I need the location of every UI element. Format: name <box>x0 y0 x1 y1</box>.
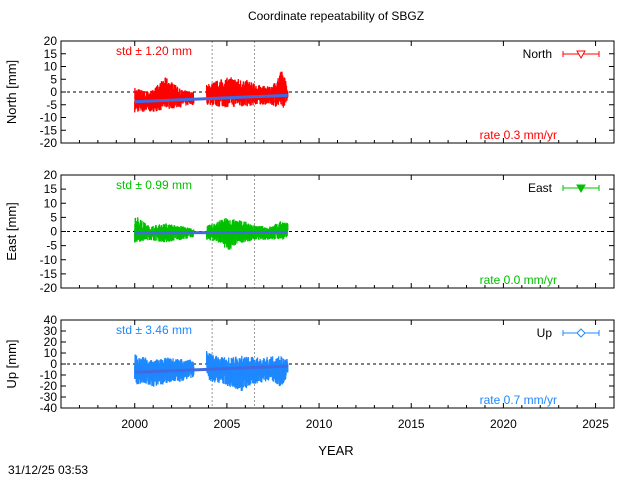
y-tick-label: 10 <box>44 196 58 210</box>
x-tick-label: 2020 <box>490 417 517 431</box>
legend-marker-diamond-icon <box>576 328 586 338</box>
y-tick-label: -40 <box>40 401 58 415</box>
y-tick-label: 30 <box>44 324 58 338</box>
plot-frame <box>60 174 615 289</box>
y-tick-label: 10 <box>44 60 58 74</box>
std-annotation: std ± 3.46 mm <box>116 323 192 337</box>
y-tick-label: -10 <box>40 368 58 382</box>
legend-label: North <box>523 47 552 61</box>
x-tick-label: 2000 <box>121 417 148 431</box>
y-tick-label: -30 <box>40 390 58 404</box>
y-tick-label: 15 <box>44 47 58 61</box>
plot-frame <box>60 319 615 409</box>
y-tick-label: -15 <box>40 267 58 281</box>
y-axis-label: North [mm] <box>4 60 19 124</box>
y-tick-label: 5 <box>50 210 57 224</box>
y-tick-label: 20 <box>44 168 58 182</box>
y-axis-label: East [mm] <box>4 202 19 261</box>
x-axis-label: YEAR <box>318 443 353 458</box>
y-tick-label: -20 <box>40 379 58 393</box>
legend-marker-triangle-icon <box>576 50 586 60</box>
y-tick-label: -20 <box>40 281 58 295</box>
y-tick-label: 10 <box>44 346 58 360</box>
chart-title: Coordinate repeatability of SBGZ <box>248 9 424 23</box>
trend-line <box>134 93 288 104</box>
y-tick-label: 0 <box>50 85 57 99</box>
y-tick-label: 40 <box>44 313 58 327</box>
x-tick-label: 2005 <box>214 417 241 431</box>
y-tick-label: 20 <box>44 34 58 48</box>
std-annotation: std ± 1.20 mm <box>116 44 192 58</box>
y-axis-label: Up [mm] <box>4 339 19 388</box>
legend-label: East <box>528 181 553 195</box>
legend-marker-triangle-icon <box>576 184 586 194</box>
y-tick-label: -10 <box>40 253 58 267</box>
y-tick-label: -10 <box>40 111 58 125</box>
plot-frame <box>60 40 615 144</box>
rate-annotation: rate 0.7 mm/yr <box>480 393 557 407</box>
legend-label: Up <box>537 326 553 340</box>
y-tick-label: -5 <box>46 239 57 253</box>
y-tick-label: 5 <box>50 72 57 86</box>
trend-line <box>134 230 288 235</box>
y-tick-label: 0 <box>50 225 57 239</box>
x-tick-label: 2010 <box>306 417 333 431</box>
timestamp: 31/12/25 03:53 <box>8 463 88 477</box>
x-tick-label: 2015 <box>398 417 425 431</box>
y-tick-label: 20 <box>44 335 58 349</box>
std-annotation: std ± 0.99 mm <box>116 178 192 192</box>
y-tick-label: -15 <box>40 123 58 137</box>
y-tick-label: -20 <box>40 136 58 150</box>
y-tick-label: -5 <box>46 98 57 112</box>
rate-annotation: rate 0.0 mm/yr <box>480 273 557 287</box>
x-tick-label: 2025 <box>582 417 609 431</box>
trend-line <box>134 364 288 374</box>
y-tick-label: 15 <box>44 182 58 196</box>
rate-annotation: rate 0.3 mm/yr <box>480 128 557 142</box>
y-tick-label: 0 <box>50 357 57 371</box>
